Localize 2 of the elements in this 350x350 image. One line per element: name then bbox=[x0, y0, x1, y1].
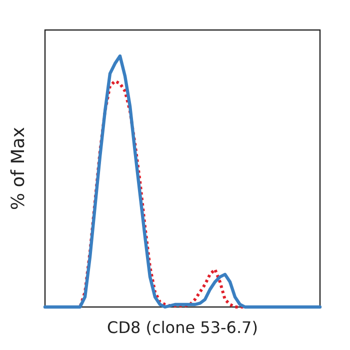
y-axis-title: % of Max bbox=[8, 126, 29, 210]
x-axis-title: CD8 (clone 53-6.7) bbox=[107, 318, 258, 337]
